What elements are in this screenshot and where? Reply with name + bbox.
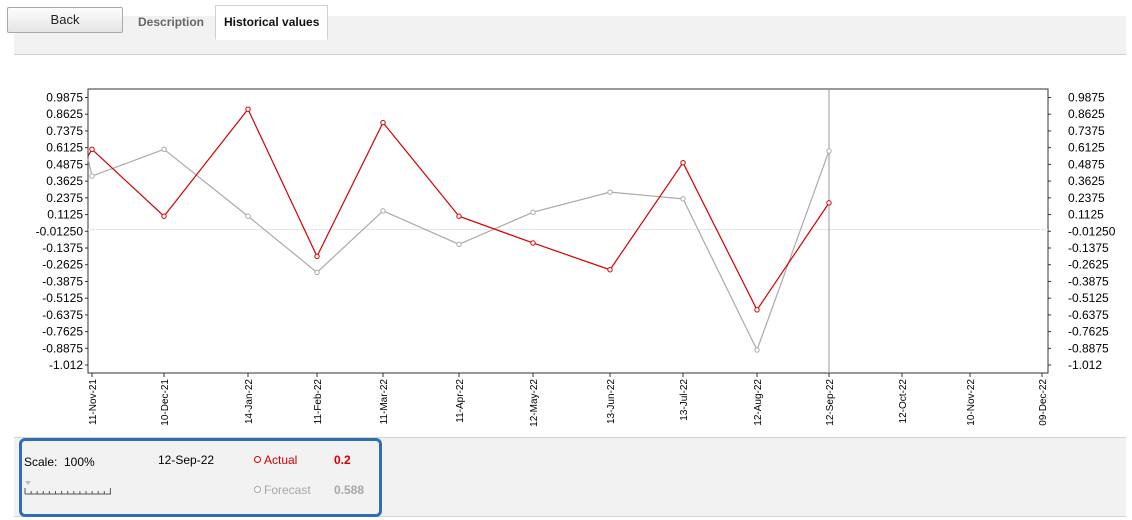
y-tick-label-left: -1.012 — [49, 358, 83, 372]
tab-bar — [14, 16, 1126, 55]
x-tick-label: 14-Jan-22 — [244, 379, 255, 424]
y-tick-label-left: -0.6375 — [42, 308, 83, 322]
y-tick-label-right: 0.2375 — [1068, 191, 1105, 205]
y-tick-label-right: 0.9875 — [1068, 91, 1105, 105]
x-tick-label: 11-Apr-22 — [455, 379, 466, 423]
y-tick-label-right: -0.7625 — [1068, 325, 1109, 339]
data-point-actual — [245, 106, 251, 112]
actual-value: 0.2 — [334, 453, 351, 467]
data-point-actual — [161, 213, 167, 219]
data-point-actual — [826, 200, 832, 206]
y-tick-label-right: 0.1125 — [1068, 208, 1104, 222]
data-point-forecast — [161, 146, 167, 153]
series-line-forecast — [87, 148, 830, 352]
data-point-forecast — [89, 173, 95, 179]
scale-slider[interactable] — [24, 478, 114, 498]
y-tick-label-right: 0.8625 — [1068, 107, 1105, 121]
data-point-forecast — [380, 208, 386, 214]
y-tick-label-right: -0.1375 — [1068, 241, 1109, 255]
data-point-actual — [680, 160, 686, 166]
series-line-actual — [87, 108, 830, 312]
scale-value: 100% — [64, 455, 95, 469]
data-point-forecast — [314, 269, 320, 276]
data-point-actual — [530, 240, 536, 246]
x-tick-label: 11-Mar-22 — [379, 379, 390, 425]
y-tick-label-left: 0.2375 — [46, 191, 83, 205]
x-tick-label: 13-Jun-22 — [606, 379, 617, 424]
y-tick-label-left: -0.1375 — [42, 241, 83, 255]
data-point-forecast — [826, 148, 832, 154]
y-tick-label-left: 0.1125 — [47, 208, 83, 222]
y-tick-label-right: -0.01250 — [1068, 224, 1116, 238]
y-tick-label-right: -0.2625 — [1068, 258, 1109, 272]
y-tick-label-left: -0.3875 — [42, 274, 83, 288]
y-tick-label-right: 0.7375 — [1068, 124, 1105, 138]
data-point-forecast — [680, 196, 686, 202]
data-point-actual — [380, 119, 386, 126]
tab-description[interactable]: Description — [138, 15, 205, 29]
x-tick-label: 10-Nov-22 — [966, 379, 977, 426]
x-tick-label: 13-Jul-22 — [679, 379, 690, 421]
data-point-forecast — [456, 241, 462, 248]
data-point-forecast — [245, 213, 251, 219]
y-tick-label-left: 0.8625 — [46, 107, 83, 121]
y-tick-label-left: -0.01250 — [36, 224, 84, 238]
historical-values-chart: 0.9875 0.9875 0.8625 0.8625 0.7375 0.7375 0.61… — [36, 88, 1116, 427]
forecast-label: Forecast — [264, 483, 311, 497]
y-tick-label-right: -0.6375 — [1068, 308, 1109, 322]
data-point-forecast — [607, 189, 613, 195]
x-tick-label: 10-Dec-21 — [160, 379, 171, 426]
x-tick-label: 11-Nov-21 — [88, 379, 99, 425]
y-tick-label-left: 0.9875 — [46, 91, 83, 105]
y-tick-label-right: 0.3625 — [1068, 174, 1105, 188]
y-tick-label-left: 0.6125 — [46, 141, 83, 155]
y-tick-label-left: 0.4875 — [46, 157, 83, 171]
y-tick-label-left: -0.2625 — [42, 258, 83, 272]
data-point-actual — [314, 253, 320, 260]
x-tick-label: 09-Dec-22 — [1038, 379, 1049, 426]
x-tick-label: 12-May-22 — [529, 379, 540, 427]
slider-thumb-icon[interactable] — [25, 481, 31, 485]
actual-marker-icon — [254, 456, 261, 463]
y-tick-label-left: -0.7625 — [42, 325, 83, 339]
back-button[interactable]: Back — [7, 7, 123, 33]
forecast-value: 0.588 — [334, 483, 365, 497]
y-tick-label-right: -1.012 — [1068, 358, 1102, 372]
y-tick-label-right: 0.4875 — [1068, 157, 1105, 171]
chart-footer — [14, 437, 1126, 517]
x-tick-label: 12-Sep-22 — [825, 379, 836, 426]
y-tick-label-right: -0.8875 — [1068, 341, 1109, 355]
y-tick-label-left: 0.7375 — [46, 124, 83, 138]
data-point-actual — [754, 307, 760, 313]
selected-date: 12-Sep-22 — [158, 453, 215, 467]
data-point-actual — [89, 146, 95, 153]
y-tick-label-left: -0.8875 — [42, 341, 83, 355]
data-point-actual — [456, 213, 462, 219]
forecast-marker-icon — [254, 486, 261, 493]
y-tick-label-right: -0.5125 — [1068, 291, 1109, 305]
x-tick-label: 11-Feb-22 — [313, 379, 324, 425]
data-point-actual — [607, 267, 613, 273]
actual-label: Actual — [264, 453, 298, 467]
plot-area — [87, 88, 1049, 374]
data-point-forecast — [530, 209, 536, 215]
x-tick-label: 12-Aug-22 — [753, 379, 764, 426]
scale-label: Scale: — [24, 455, 58, 469]
y-tick-label-right: 0.6125 — [1068, 141, 1105, 155]
selection-highlight — [19, 438, 382, 517]
data-point-forecast — [754, 347, 760, 353]
y-tick-label-left: -0.5125 — [42, 291, 83, 305]
x-tick-label: 12-Oct-22 — [898, 379, 909, 424]
y-tick-label-left: 0.3625 — [46, 174, 83, 188]
tab-historical-values[interactable]: Historical values — [215, 5, 329, 40]
y-tick-label-right: -0.3875 — [1068, 274, 1109, 288]
